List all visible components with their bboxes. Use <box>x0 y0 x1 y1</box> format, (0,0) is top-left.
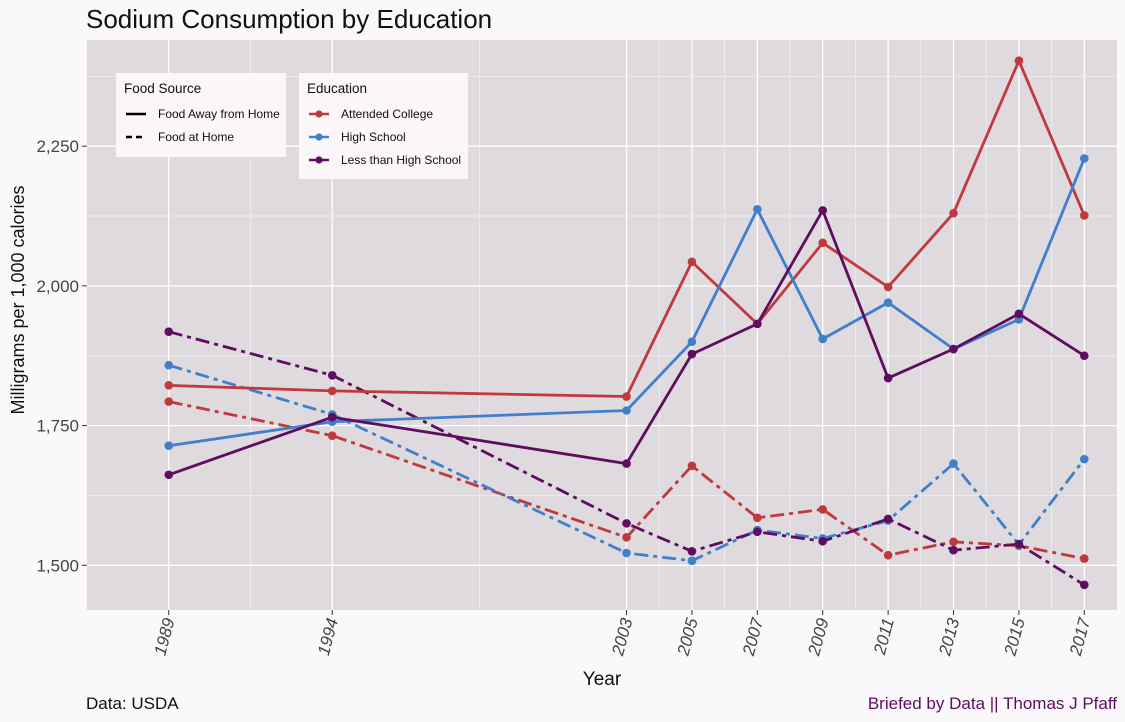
series-line-attended-college-away <box>168 59 1086 398</box>
data-point-less-than-high-school-at-home <box>818 536 828 546</box>
y-tick-label: 1,750 <box>36 417 79 436</box>
legend-item-attended-college: Attended College <box>307 102 468 125</box>
data-point-less-than-high-school-at-home <box>164 327 174 337</box>
x-axis-title: Year <box>583 669 622 690</box>
data-point-less-than-high-school-at-home <box>883 514 893 524</box>
data-point-less-than-high-school-away <box>753 319 762 329</box>
y-tick-label: 2,250 <box>36 137 79 156</box>
series-layer <box>164 56 1089 590</box>
data-point-less-than-high-school-at-home <box>753 527 762 537</box>
data-point-high-school-away <box>164 441 174 451</box>
data-point-high-school-at-home <box>949 459 958 468</box>
data-point-attended-college-away <box>687 257 697 267</box>
data-point-high-school-away <box>622 406 631 415</box>
data-point-attended-college-away <box>818 238 828 248</box>
data-point-high-school-at-home <box>687 556 697 566</box>
y-axis-title: Milligrams per 1,000 calories <box>8 185 28 414</box>
data-point-high-school-away <box>1080 154 1089 163</box>
x-tick-label: 1994 <box>314 616 342 657</box>
data-point-less-than-high-school-at-home <box>622 519 631 528</box>
data-point-attended-college-away <box>883 282 893 292</box>
data-point-less-than-high-school-away <box>1080 351 1089 361</box>
data-point-high-school-at-home <box>1080 454 1089 464</box>
less-than-high-school-key <box>307 154 333 166</box>
legend-item-high-school: High School <box>307 125 468 148</box>
legend-item-label: High School <box>341 129 406 144</box>
y-tick-label: 1,500 <box>36 556 79 575</box>
solid-line-key <box>124 108 150 120</box>
data-point-high-school-away <box>753 205 762 214</box>
series-line-high-school-away <box>168 157 1086 448</box>
data-point-less-than-high-school-at-home <box>327 370 337 380</box>
legend-item-label: Food Away from Home <box>158 106 280 121</box>
x-tick-label: 2011 <box>870 616 898 657</box>
credit-caption: Briefed by Data || Thomas J Pfaff <box>867 694 1117 713</box>
data-point-high-school-at-home <box>164 360 174 370</box>
data-point-less-than-high-school-away <box>622 459 631 468</box>
data-point-less-than-high-school-at-home <box>949 545 958 555</box>
data-point-less-than-high-school-away <box>949 344 958 354</box>
y-tick-label: 2,000 <box>36 277 79 296</box>
legend-education: Education Attended College High School L… <box>299 73 468 179</box>
data-point-attended-college-away <box>327 386 337 396</box>
series-line-less-than-high-school-away <box>168 209 1086 477</box>
data-point-less-than-high-school-away <box>327 412 337 422</box>
x-tick-label: 2009 <box>804 616 833 659</box>
data-point-attended-college-at-home <box>753 513 762 523</box>
data-point-less-than-high-school-at-home <box>1014 539 1024 549</box>
series-line-attended-college-at-home <box>168 400 1085 560</box>
data-point-attended-college-at-home <box>164 397 174 406</box>
legend-item-label: Food at Home <box>158 129 235 144</box>
data-point-less-than-high-school-at-home <box>1080 580 1089 590</box>
x-tick-label: 2017 <box>1066 616 1095 659</box>
x-tick-label: 2007 <box>739 616 768 659</box>
legend-item-less-than-high-school: Less than High School <box>307 148 468 171</box>
data-point-attended-college-at-home <box>818 505 828 514</box>
data-point-attended-college-away <box>1014 56 1024 65</box>
x-tick-label: 2003 <box>608 616 637 659</box>
x-tick-label: 1989 <box>150 616 178 658</box>
legend-item-label: Attended College <box>341 106 434 121</box>
data-point-less-than-high-school-away <box>818 206 828 215</box>
data-point-less-than-high-school-away <box>1014 309 1024 319</box>
data-point-attended-college-at-home <box>949 537 958 547</box>
data-point-attended-college-at-home <box>883 550 893 560</box>
x-tick-label: 2005 <box>673 616 702 659</box>
data-point-high-school-away <box>883 298 893 307</box>
dashed-line-key <box>124 131 150 143</box>
data-point-attended-college-at-home <box>622 533 631 542</box>
data-point-attended-college-at-home <box>687 461 697 471</box>
data-point-less-than-high-school-away <box>687 349 697 359</box>
data-point-attended-college-away <box>164 381 174 390</box>
data-point-attended-college-away <box>1080 211 1089 220</box>
data-point-less-than-high-school-away <box>164 470 174 480</box>
legend-food-source: Food Source Food Away from Home Food at … <box>116 73 286 157</box>
data-point-attended-college-away <box>622 392 631 401</box>
series-line-less-than-high-school-at-home <box>168 330 1086 587</box>
data-point-attended-college-at-home <box>1080 554 1089 563</box>
source-caption: Data: USDA <box>86 694 179 713</box>
data-point-less-than-high-school-away <box>883 373 893 383</box>
legend-item-food-at-home: Food at Home <box>124 125 286 148</box>
data-point-less-than-high-school-at-home <box>687 547 697 556</box>
data-point-attended-college-away <box>949 208 958 218</box>
data-point-high-school-at-home <box>622 548 631 558</box>
x-tick-label: 2015 <box>1000 616 1029 659</box>
legend-education-title: Education <box>307 81 368 96</box>
grid-layer <box>87 40 1117 610</box>
data-point-attended-college-at-home <box>327 431 337 440</box>
attended-college-key <box>307 108 333 120</box>
chart-title: Sodium Consumption by Education <box>86 4 493 34</box>
data-point-high-school-away <box>687 337 697 347</box>
legend-food-source-title: Food Source <box>124 81 202 96</box>
data-point-high-school-away <box>818 334 828 344</box>
legend-item-label: Less than High School <box>341 152 462 167</box>
high-school-key <box>307 131 333 143</box>
legend-item-food-away: Food Away from Home <box>124 102 286 125</box>
series-line-high-school-at-home <box>168 363 1086 563</box>
x-tick-label: 2013 <box>935 616 964 659</box>
